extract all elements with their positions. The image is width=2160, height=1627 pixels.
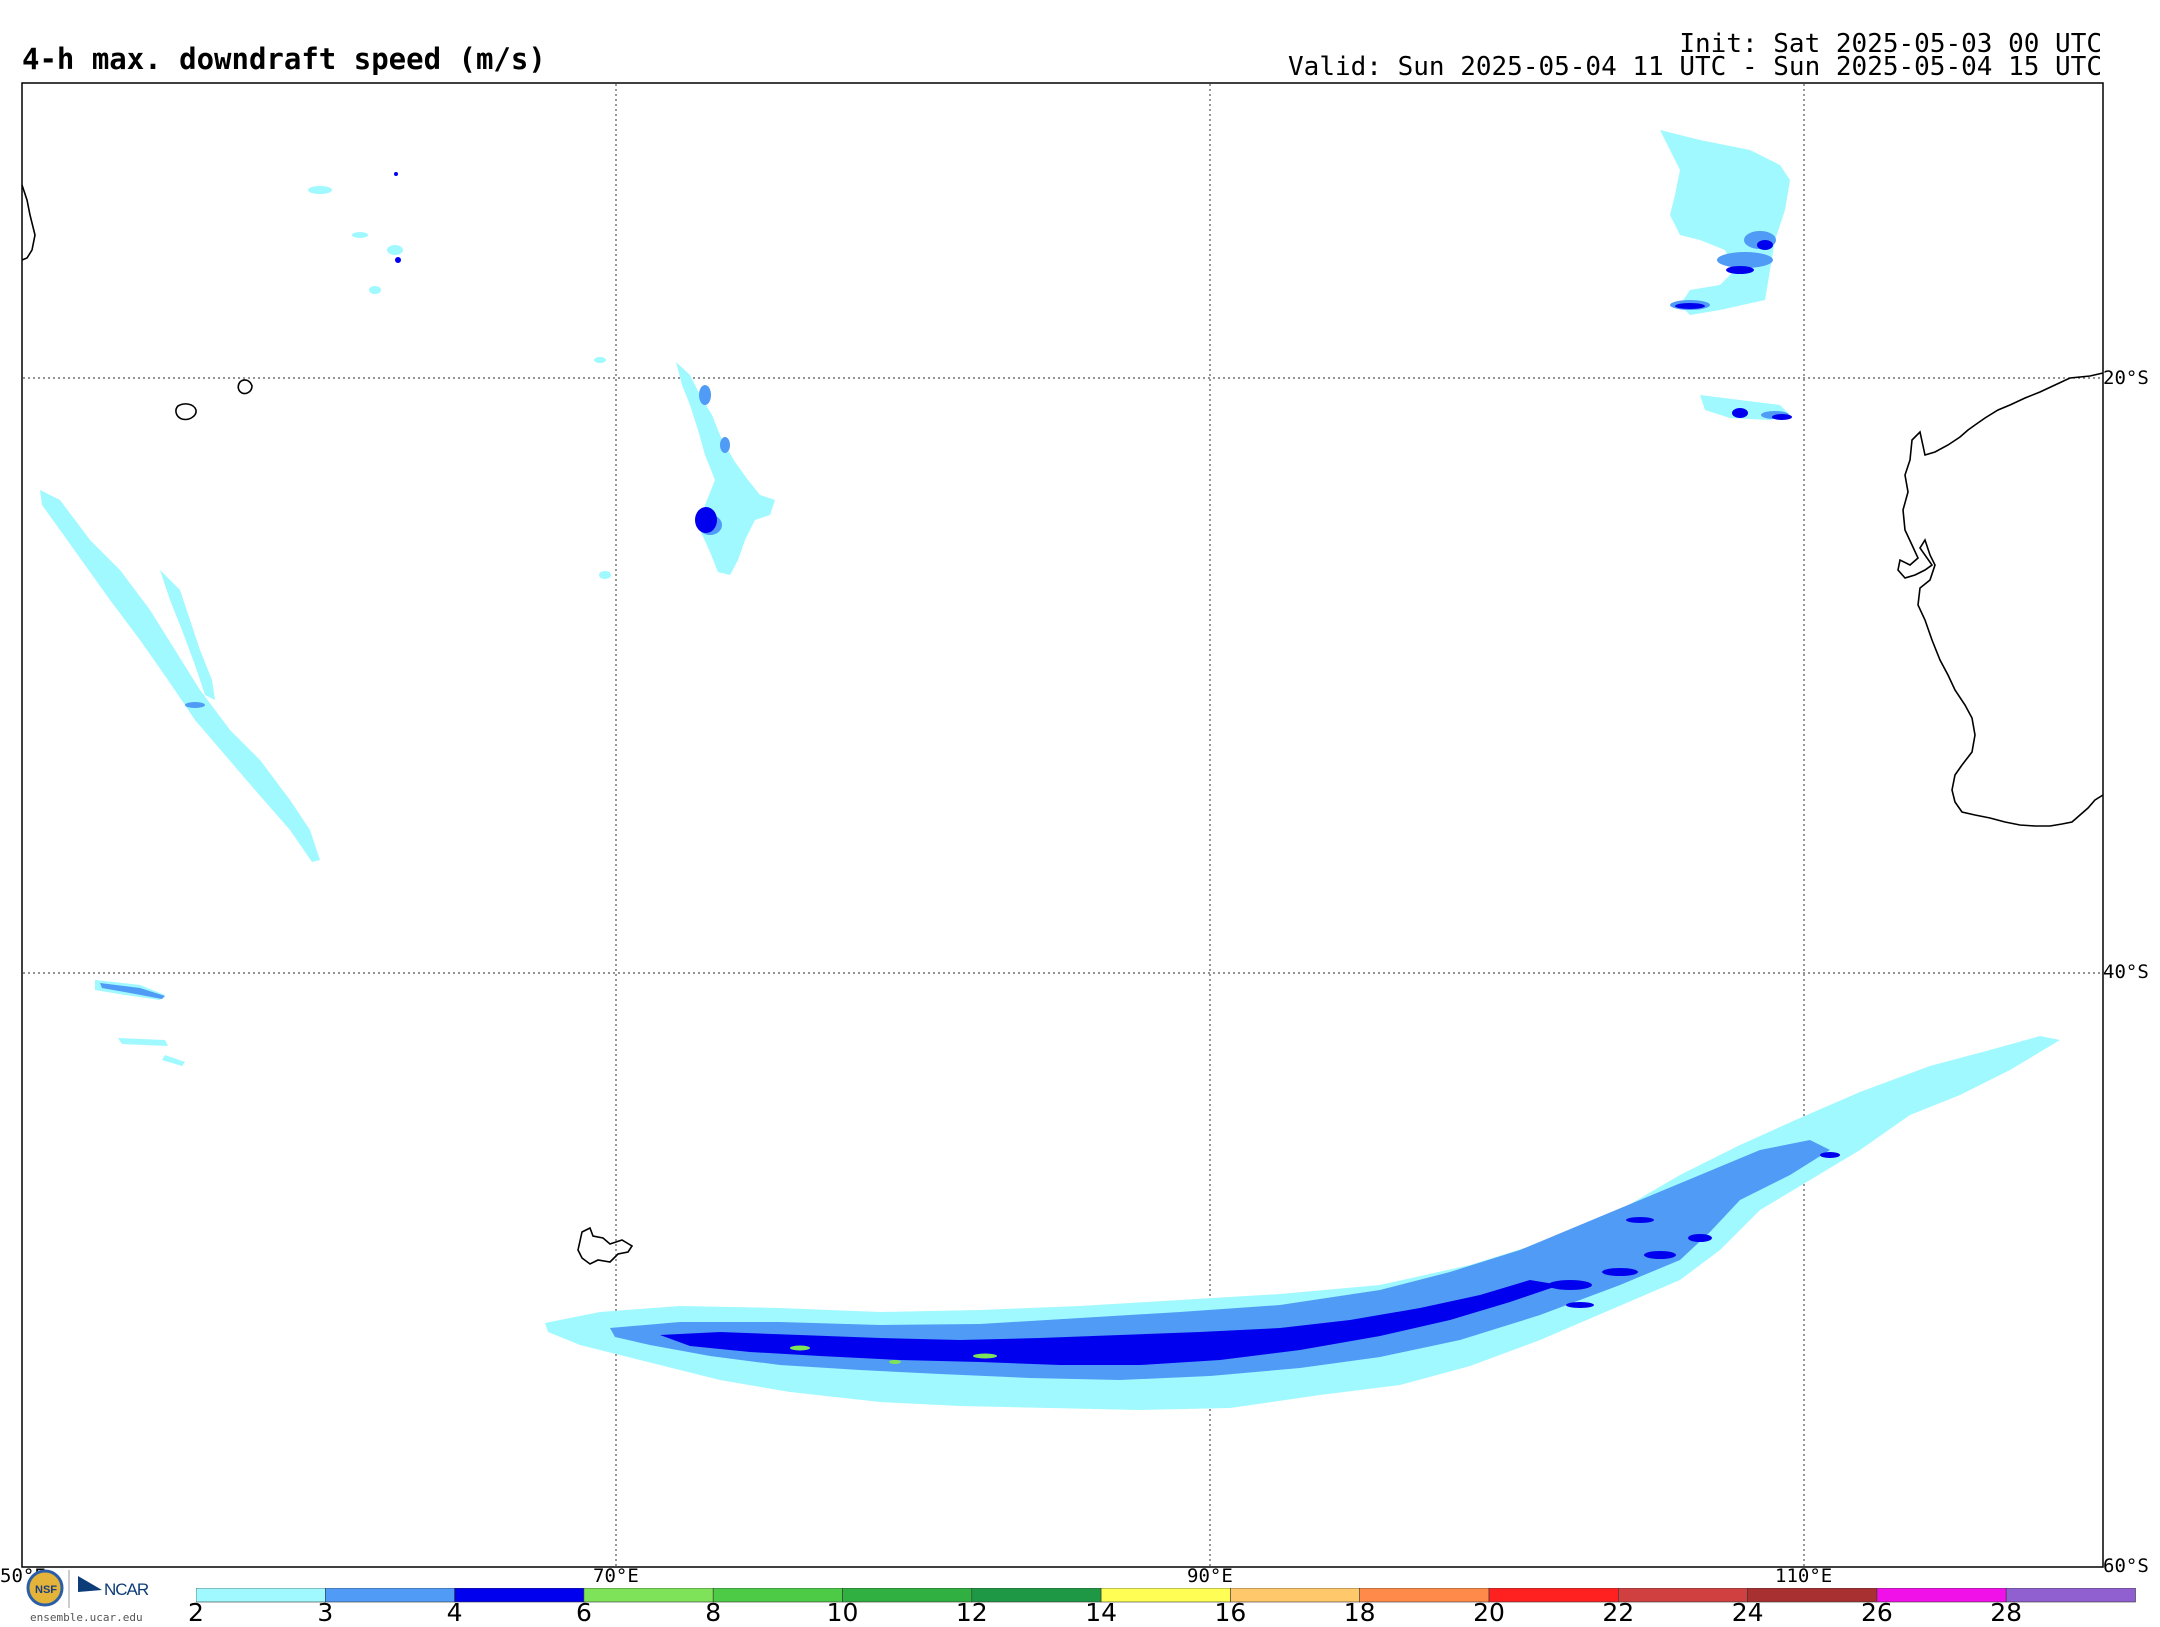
colorbar-box [1747, 1588, 1878, 1603]
nsf-seal-icon [26, 1569, 64, 1607]
colorbar-tick-label: 22 [1602, 1598, 1635, 1627]
downdraft-band-south [545, 1036, 2060, 1410]
madagascar-coast [21, 184, 36, 261]
colorbar-box [1618, 1588, 1748, 1603]
downdraft-streaks-southwest-medium [100, 702, 205, 999]
contour-2-3 [545, 1036, 2060, 1410]
init-time: Init: Sat 2025-05-03 00 UTC [1679, 29, 2102, 59]
downdraft-cluster-northeast-medium [1670, 231, 1789, 419]
lon-label: 110°E [1775, 1565, 1832, 1587]
downdraft-cluster-northeast-strong [1675, 240, 1792, 420]
valid-time-range: Valid: Sun 2025-05-04 11 UTC - Sun 2025-… [1288, 52, 2102, 82]
colorbar-tick-label: 20 [1473, 1598, 1505, 1627]
colorbar-tick-label: 4 [446, 1598, 463, 1627]
ncar-logo: NSF [26, 1569, 102, 1608]
colorbar-box [2005, 1588, 2136, 1603]
downdraft-speckles-northwest-strong [394, 172, 401, 263]
colorbar-tick-label: 24 [1731, 1598, 1764, 1627]
colorbar-tick-label: 14 [1085, 1598, 1117, 1627]
downdraft-cluster-central-strong [695, 507, 717, 533]
downdraft-cluster-northeast [1660, 130, 1790, 420]
coastlines [21, 184, 2104, 1265]
colorbar-box [1230, 1588, 1361, 1603]
contour-4-6-cells [1548, 1152, 1840, 1308]
colorbar-box [196, 1588, 326, 1603]
colorbar-box [1100, 1588, 1231, 1603]
ncar-mountain-icon [78, 1576, 102, 1592]
colorbar-box [454, 1588, 585, 1603]
colorbar-boxes [196, 1588, 2136, 1603]
colorbar-box [325, 1588, 455, 1603]
colorbar-tick-label: 28 [1990, 1598, 2023, 1627]
colorbar-box [1876, 1588, 2007, 1603]
svg-text:NSF: NSF [35, 1584, 57, 1596]
australia-west-coast [1897, 372, 2104, 827]
colorbar-box [712, 1588, 843, 1603]
downdraft-streaks-southwest [40, 490, 320, 1066]
mauritius-outline [237, 379, 253, 395]
colorbar-box [583, 1588, 714, 1603]
kerguelen-outline [577, 1226, 634, 1265]
colorbar [196, 1588, 2136, 1603]
colorbar-box [971, 1588, 1102, 1603]
reunion-outline [175, 403, 197, 421]
contour-4-6 [660, 1280, 1560, 1365]
colorbar-tick-label: 26 [1860, 1598, 1893, 1627]
colorbar-tick-label: 6 [575, 1598, 592, 1627]
colorbar-tick-label: 10 [826, 1598, 859, 1627]
colorbar-tick-label: 18 [1343, 1598, 1376, 1627]
lon-label: 90°E [1187, 1565, 1233, 1587]
colorbar-tick-label: 12 [955, 1598, 988, 1627]
colorbar-box [1488, 1588, 1619, 1603]
lat-label: 20°S [2103, 367, 2149, 389]
contour-6-8-cells [790, 1345, 997, 1364]
colorbar-box [1359, 1588, 1490, 1603]
colorbar-tick-label: 16 [1214, 1598, 1247, 1627]
ensemble-url: ensemble.ucar.edu [30, 1611, 143, 1624]
map-frame [21, 82, 2104, 1568]
colorbar-tick-label: 3 [317, 1598, 334, 1627]
ncar-wordmark: NCAR [104, 1580, 149, 1599]
lat-label: 60°S [2103, 1555, 2149, 1577]
colorbar-tick-label: 8 [705, 1598, 722, 1627]
map-title: 4-h max. downdraft speed (m/s) [22, 42, 546, 76]
colorbar-tick-label: 2 [188, 1598, 204, 1627]
lat-label: 40°S [2103, 961, 2149, 983]
axis-labels: 50°E 70°E 90°E 110°E 20°S 40°S 60°S [0, 367, 2149, 1587]
lon-label: 70°E [593, 1565, 639, 1587]
downdraft-cluster-central [676, 362, 775, 575]
downdraft-speckles-northwest [308, 186, 611, 579]
colorbar-box [842, 1588, 973, 1603]
